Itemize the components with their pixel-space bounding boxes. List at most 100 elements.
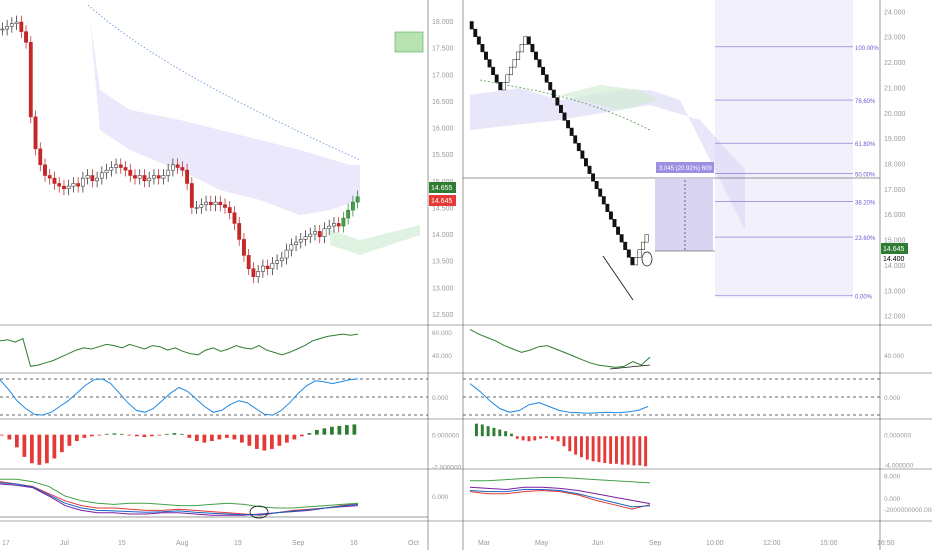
histogram-bar: [337, 425, 342, 435]
histogram-bar: [300, 434, 304, 437]
left-ind3-tick: 0.000000: [432, 433, 459, 440]
histogram-bar: [52, 434, 57, 459]
candle-body: [147, 177, 152, 182]
histogram-bar: [352, 424, 357, 435]
price-label-bg: [429, 182, 456, 193]
histogram-bar: [240, 434, 244, 443]
right-x-tick: 16:50: [877, 540, 895, 547]
candle-body: [71, 183, 76, 187]
histogram-bar: [285, 434, 289, 443]
measure-label-bg: [656, 162, 714, 173]
right-y-tick: 16.000: [884, 212, 906, 219]
candle-body: [232, 212, 237, 224]
left-ind1-tick: 60.000: [432, 330, 452, 337]
ichimoku-cloud: [90, 20, 360, 215]
renko-brick: [583, 158, 588, 167]
candle-body: [327, 225, 332, 230]
histogram-bar: [157, 434, 162, 436]
left-y-tick: 18.000: [432, 19, 454, 26]
candle-body: [123, 167, 128, 171]
right-y-tick: 22.000: [884, 60, 906, 67]
left-x-tick: 19: [234, 540, 242, 547]
candle-body: [341, 217, 346, 227]
renko-brick: [498, 82, 503, 91]
renko-brick: [544, 74, 549, 83]
right-x-tick: 15:00: [820, 540, 838, 547]
left-y-tick: 14.000: [432, 232, 454, 239]
price-label: 14.655: [431, 185, 453, 192]
candle-body: [227, 207, 232, 214]
right-y-tick: 15.000: [884, 238, 906, 245]
fib-level-label: 78.60%: [855, 99, 876, 105]
histogram-bar: [480, 424, 484, 437]
right-y-tick: 13.000: [884, 288, 906, 295]
measure-label: 3.045 (20.92%) 609: [659, 166, 712, 172]
left-ind1-tick: 40.000: [432, 353, 452, 360]
renko-brick: [573, 135, 578, 144]
histogram-bar: [591, 436, 595, 462]
histogram-bar: [615, 436, 618, 464]
left-y-tick: 16.500: [432, 99, 454, 106]
renko-brick: [494, 74, 499, 83]
left-y-tick: 16.000: [432, 126, 454, 133]
candle-body: [76, 183, 81, 187]
histogram-bar: [180, 433, 184, 435]
fib-level-label: 50.00%: [855, 173, 876, 179]
fib-level-label: 100.00%: [855, 46, 879, 52]
histogram-bar: [120, 433, 124, 435]
indicator-line: [0, 378, 359, 416]
candle-body: [57, 183, 62, 187]
fib-zone: [715, 0, 853, 298]
renko-brick: [630, 257, 635, 266]
renko-brick: [509, 66, 513, 75]
histogram-bar: [202, 434, 207, 443]
histogram-bar: [225, 434, 229, 438]
right-renko-pane[interactable]: 3.045 (20.92%) 609: [463, 0, 880, 301]
candle-body: [246, 255, 251, 269]
candle-body: [9, 23, 14, 27]
indicator-line: [0, 482, 359, 516]
histogram-bar: [195, 434, 199, 442]
histogram-bar: [270, 434, 274, 449]
renko-brick: [626, 249, 631, 258]
candle-body: [156, 175, 161, 179]
indicator-line: [469, 486, 651, 505]
candle-body: [218, 201, 223, 206]
candle-body: [213, 201, 218, 206]
right-ind1-tick: 40.000: [884, 353, 904, 360]
histogram-bar: [90, 434, 94, 437]
histogram-bar: [105, 433, 109, 435]
candle-body: [166, 169, 171, 176]
renko-brick: [480, 44, 485, 53]
candle-body: [95, 177, 100, 182]
renko-brick: [644, 234, 649, 243]
histogram-bar: [165, 433, 169, 435]
indicator-line: [0, 481, 359, 516]
right-ind3-tick: -4.000000: [884, 462, 914, 469]
candle-body: [118, 164, 123, 168]
histogram-bar: [315, 429, 319, 435]
price-label: 14.645: [883, 246, 905, 253]
candle-body: [33, 116, 38, 150]
candle-body: [322, 228, 327, 238]
left-price-pane[interactable]: [0, 4, 424, 284]
renko-brick: [505, 74, 510, 83]
candle-body: [114, 164, 118, 168]
renko-brick: [612, 219, 617, 228]
candle-body: [0, 28, 5, 31]
candle-body: [303, 236, 308, 240]
histogram-bar: [112, 433, 117, 435]
left-indicator-panes: [0, 333, 428, 519]
candle-body: [180, 167, 185, 171]
price-label-bg: [881, 243, 908, 254]
left-y-tick: 13.500: [432, 259, 454, 266]
trend-line: [609, 364, 651, 370]
histogram-bar: [515, 436, 519, 439]
candle-body: [251, 268, 256, 277]
candle-body: [14, 21, 19, 24]
histogram-bar: [30, 434, 34, 464]
indicator-line: [470, 477, 651, 484]
right-ind4-tick: 8.000: [884, 473, 901, 480]
candle-body: [175, 164, 180, 168]
